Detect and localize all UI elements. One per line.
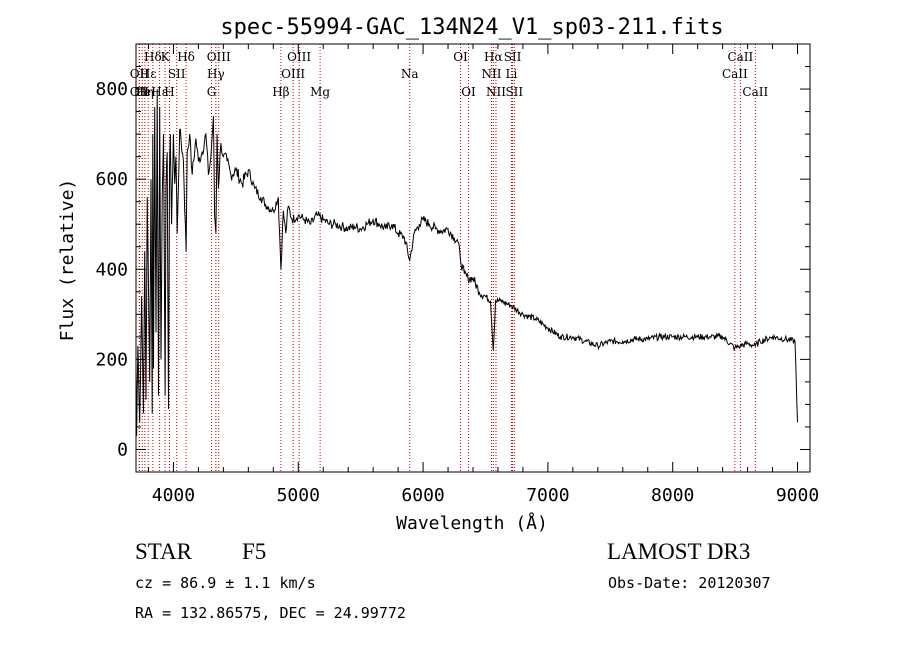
x-tick-label: 6000	[401, 485, 444, 506]
y-axis-label: Flux (relative)	[57, 179, 78, 342]
y-tick-label: 400	[95, 259, 128, 280]
spectral-line-label: Hε	[140, 67, 157, 81]
x-tick-label: 9000	[776, 485, 819, 506]
x-tick-label: 4000	[152, 485, 195, 506]
spectral-line-label: OIII	[281, 67, 305, 81]
spectral-line-label: Hδ	[144, 50, 162, 64]
spectral-line-label: Li	[506, 67, 518, 81]
spectral-line-label: K	[161, 50, 171, 64]
spectral-line-label: Hβ	[272, 85, 289, 99]
spectral-line-label: Hδ	[177, 50, 195, 64]
chart-title: spec-55994-GAC_134N24_V1_sp03-211.fits	[220, 15, 723, 40]
spectral-line-label: OI	[461, 85, 476, 99]
spectral-line-label: OIII	[207, 50, 231, 64]
y-tick-label: 600	[95, 169, 128, 190]
spectral-line-label: CaII	[722, 67, 748, 81]
spectral-line-label: SII	[505, 85, 523, 99]
spectral-line-label: Hγ	[207, 67, 225, 81]
spectral-line-label: OII	[130, 85, 150, 99]
spectral-line-label: G	[207, 85, 217, 99]
y-tick-label: 800	[95, 79, 128, 100]
y-tick-label: 0	[117, 439, 128, 460]
coordinates: RA = 132.86575, DEC = 24.99772	[135, 604, 406, 622]
spectral-line-label: Mg	[310, 85, 330, 99]
spectral-line-label: H	[164, 85, 174, 99]
spectral-line-label: Hα	[484, 50, 503, 64]
spectral-line-label: He	[133, 85, 151, 99]
x-tick-label: 5000	[277, 485, 320, 506]
spectral-line-markers	[138, 44, 756, 472]
axis-ticks	[136, 43, 810, 473]
survey-name: LAMOST DR3	[607, 539, 751, 564]
spectral-line-label: Hε	[151, 85, 168, 99]
object-class: STAR	[135, 539, 192, 564]
y-tick-label: 200	[95, 349, 128, 370]
spectral-line-label: SII	[504, 50, 522, 64]
spectral-line-label: CaII	[727, 50, 753, 64]
x-tick-label: 8000	[651, 485, 694, 506]
spectral-line-label: NII	[486, 85, 506, 99]
axis-tick-labels: 4000 5000 6000 7000 8000 9000 0 200 400 600 800	[95, 79, 819, 506]
spectrum-line	[135, 89, 798, 437]
observation-date: Obs-Date: 20120307	[608, 574, 771, 592]
x-tick-label: 7000	[526, 485, 569, 506]
spectral-line-label: Hη	[136, 85, 154, 99]
plot-frame	[135, 43, 811, 473]
spectral-line-label: OIII	[287, 50, 311, 64]
spectral-line-label: OII	[130, 67, 150, 81]
x-axis-label: Wavelength (Å)	[396, 512, 548, 534]
object-subclass: F5	[242, 539, 267, 564]
redshift-cz: cz = 86.9 ± 1.1 km/s	[135, 574, 316, 592]
spectral-line-label: SII	[168, 67, 186, 81]
spectral-line-labels: OIIOIIHeHηHεHδHεKHSIIHδGHγOIIIHβOIIIOIII…	[130, 50, 769, 99]
spectral-line-label: NII	[481, 67, 501, 81]
spectral-line-label: Na	[401, 67, 419, 81]
spectral-line-label: CaII	[742, 85, 768, 99]
spectral-line-label: OI	[453, 50, 468, 64]
